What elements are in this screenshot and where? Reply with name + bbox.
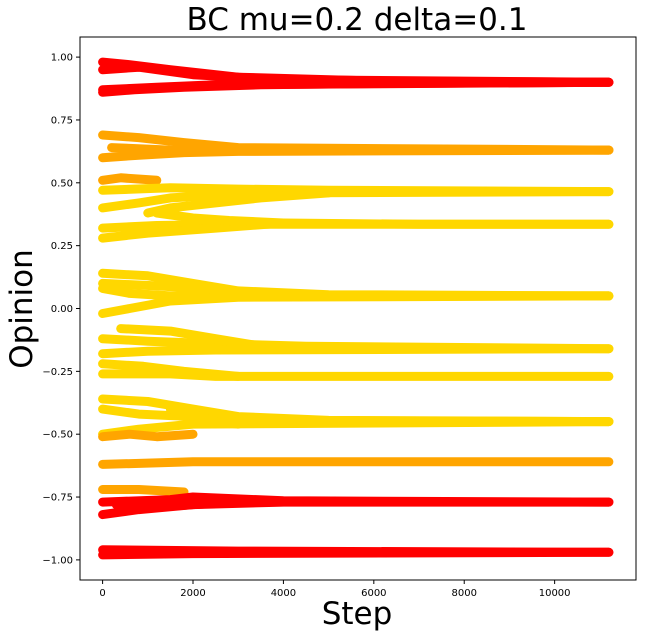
series-line-6 <box>107 143 614 155</box>
series-line-22 <box>98 359 243 381</box>
chart-title: BC mu=0.2 delta=0.1 <box>187 2 528 38</box>
series-line-27 <box>98 429 198 442</box>
series-line-7 <box>98 173 162 185</box>
y-tick-label: 0.75 <box>51 115 73 126</box>
x-tick-label: 8000 <box>452 588 477 599</box>
series-line-13 <box>152 208 288 228</box>
series-line-9 <box>98 187 614 213</box>
x-tick-label: 10000 <box>539 588 571 599</box>
series-line-20 <box>116 324 266 351</box>
x-tick-label: 6000 <box>361 588 386 599</box>
y-tick-label: 0.25 <box>51 241 73 252</box>
y-tick-label: −1.00 <box>42 555 73 566</box>
x-axis: 0 2000 4000 6000 8000 10000 <box>99 580 571 599</box>
series-line-34 <box>98 547 614 560</box>
x-tick-label: 2000 <box>180 588 205 599</box>
x-tick-label: 4000 <box>271 588 296 599</box>
y-tick-label: −0.75 <box>42 493 73 504</box>
y-axis: 1.00 0.75 0.50 0.25 0.00 −0.25 −0.50 −0.75 −1.00 <box>42 53 80 566</box>
series-line-26 <box>165 404 243 429</box>
y-tick-label: 0.00 <box>51 304 73 315</box>
x-tick-label: 0 <box>99 588 105 599</box>
plot-area <box>98 57 614 560</box>
series-line-17 <box>98 278 266 298</box>
series-line-3 <box>98 77 614 95</box>
y-tick-label: −0.25 <box>42 367 73 378</box>
series-line-19 <box>98 344 614 359</box>
series-line-16 <box>98 291 614 318</box>
series-line-28 <box>98 457 614 469</box>
y-tick-label: −0.50 <box>42 430 73 441</box>
y-tick-label: 1.00 <box>51 53 73 64</box>
series-line-31 <box>98 492 614 507</box>
series-line-32 <box>111 497 243 512</box>
series-line-29 <box>98 485 189 497</box>
y-axis-label: Opinion <box>4 249 40 369</box>
y-tick-label: 0.50 <box>51 178 73 189</box>
x-axis-label: Step <box>322 596 393 632</box>
